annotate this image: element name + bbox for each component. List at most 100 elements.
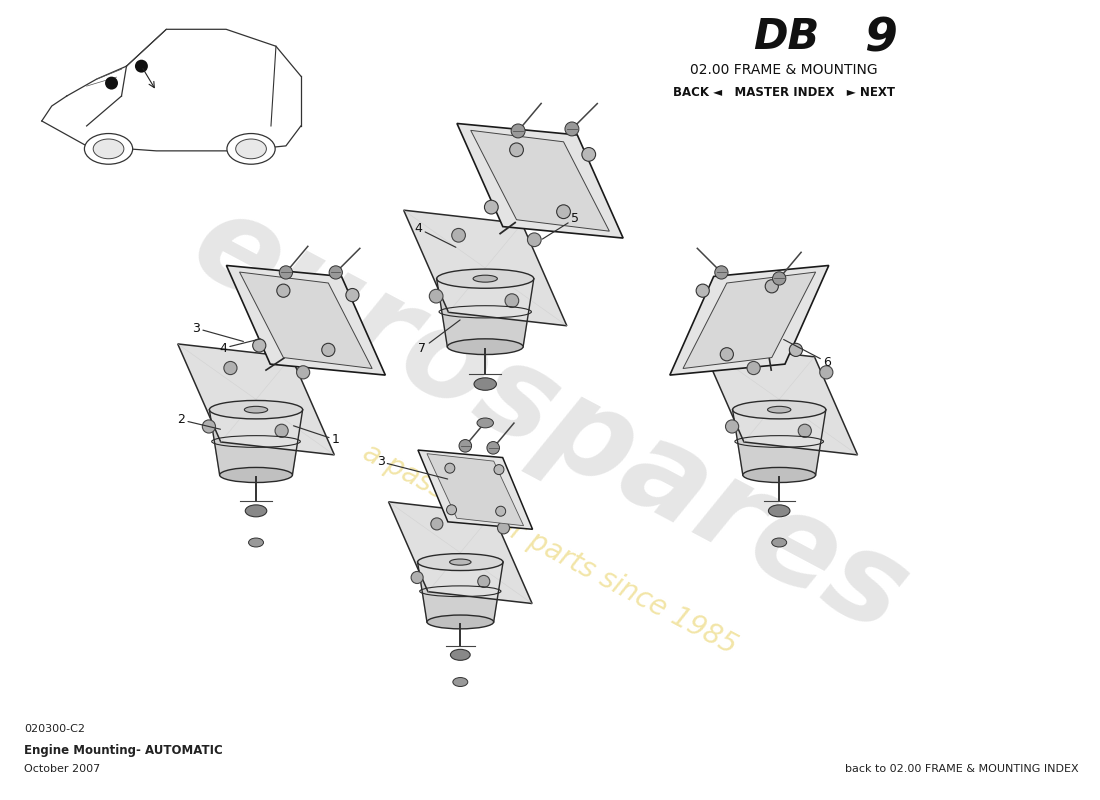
- Text: October 2007: October 2007: [24, 764, 100, 774]
- Circle shape: [790, 343, 803, 357]
- Ellipse shape: [244, 406, 267, 413]
- Circle shape: [275, 424, 288, 438]
- Ellipse shape: [768, 406, 791, 413]
- Circle shape: [720, 348, 734, 361]
- Circle shape: [715, 266, 728, 279]
- Ellipse shape: [450, 559, 471, 565]
- Circle shape: [444, 463, 454, 473]
- Ellipse shape: [427, 615, 494, 629]
- Text: Engine Mounting- AUTOMATIC: Engine Mounting- AUTOMATIC: [24, 744, 222, 757]
- Text: 4: 4: [415, 222, 455, 247]
- Circle shape: [452, 229, 465, 242]
- Ellipse shape: [94, 139, 124, 158]
- Ellipse shape: [235, 139, 266, 158]
- Text: 2: 2: [177, 414, 220, 430]
- Polygon shape: [418, 450, 532, 530]
- Ellipse shape: [772, 538, 786, 547]
- Circle shape: [447, 505, 456, 514]
- Ellipse shape: [474, 378, 496, 390]
- Ellipse shape: [85, 134, 133, 164]
- Polygon shape: [683, 272, 815, 369]
- Polygon shape: [437, 278, 534, 346]
- Circle shape: [582, 147, 595, 162]
- Ellipse shape: [249, 538, 264, 547]
- Polygon shape: [471, 130, 609, 231]
- Ellipse shape: [769, 505, 790, 517]
- Text: 3: 3: [192, 322, 243, 342]
- Ellipse shape: [733, 401, 826, 419]
- Circle shape: [279, 266, 293, 279]
- Text: BACK ◄   MASTER INDEX   ► NEXT: BACK ◄ MASTER INDEX ► NEXT: [673, 86, 895, 99]
- Circle shape: [726, 420, 739, 433]
- Polygon shape: [227, 266, 385, 375]
- Circle shape: [772, 272, 785, 285]
- Text: eurospares: eurospares: [173, 181, 927, 659]
- Circle shape: [799, 424, 812, 438]
- Circle shape: [820, 366, 833, 379]
- Polygon shape: [178, 344, 334, 455]
- Text: 020300-C2: 020300-C2: [24, 724, 85, 734]
- Polygon shape: [240, 272, 372, 369]
- Ellipse shape: [453, 678, 468, 686]
- Polygon shape: [418, 562, 503, 622]
- Ellipse shape: [477, 418, 494, 428]
- Ellipse shape: [742, 467, 815, 482]
- Circle shape: [509, 143, 524, 157]
- Polygon shape: [456, 123, 623, 238]
- Circle shape: [431, 518, 443, 530]
- Ellipse shape: [227, 134, 275, 164]
- Polygon shape: [404, 210, 566, 326]
- Polygon shape: [733, 410, 826, 475]
- Text: 6: 6: [783, 339, 830, 369]
- Ellipse shape: [448, 339, 524, 354]
- Polygon shape: [388, 502, 532, 603]
- Circle shape: [297, 366, 310, 379]
- Polygon shape: [209, 410, 302, 475]
- Circle shape: [565, 122, 579, 136]
- Circle shape: [224, 362, 236, 374]
- Text: 5: 5: [542, 212, 579, 239]
- Circle shape: [487, 442, 499, 454]
- Text: a passion for parts since 1985: a passion for parts since 1985: [359, 438, 741, 660]
- Circle shape: [277, 284, 290, 298]
- Circle shape: [345, 289, 359, 302]
- Circle shape: [477, 575, 490, 587]
- Text: DB: DB: [752, 16, 820, 58]
- Ellipse shape: [245, 505, 267, 517]
- Text: 7: 7: [418, 320, 460, 354]
- Circle shape: [766, 280, 779, 293]
- Circle shape: [459, 439, 472, 452]
- Circle shape: [484, 200, 498, 214]
- Polygon shape: [670, 266, 828, 375]
- Ellipse shape: [437, 269, 534, 288]
- Ellipse shape: [473, 275, 497, 282]
- Circle shape: [747, 362, 760, 374]
- Polygon shape: [427, 454, 524, 526]
- Circle shape: [329, 266, 342, 279]
- Text: 1: 1: [294, 426, 340, 446]
- Circle shape: [202, 420, 216, 433]
- Circle shape: [253, 339, 266, 352]
- Circle shape: [528, 233, 541, 246]
- Circle shape: [321, 343, 334, 357]
- Text: 02.00 FRAME & MOUNTING: 02.00 FRAME & MOUNTING: [691, 63, 878, 77]
- Ellipse shape: [209, 401, 302, 419]
- Text: 3: 3: [376, 455, 448, 479]
- Ellipse shape: [450, 650, 470, 660]
- Circle shape: [497, 522, 509, 534]
- Circle shape: [494, 465, 504, 474]
- Text: 4: 4: [219, 339, 261, 354]
- Polygon shape: [701, 344, 858, 455]
- Circle shape: [696, 284, 710, 298]
- Text: back to 02.00 FRAME & MOUNTING INDEX: back to 02.00 FRAME & MOUNTING INDEX: [845, 764, 1078, 774]
- Circle shape: [106, 77, 118, 90]
- Circle shape: [505, 294, 519, 307]
- Circle shape: [135, 60, 147, 73]
- Text: 9: 9: [864, 16, 896, 62]
- Ellipse shape: [220, 467, 293, 482]
- Circle shape: [512, 124, 525, 138]
- Ellipse shape: [418, 554, 503, 570]
- Circle shape: [496, 506, 506, 516]
- Circle shape: [411, 571, 424, 583]
- Circle shape: [557, 205, 571, 218]
